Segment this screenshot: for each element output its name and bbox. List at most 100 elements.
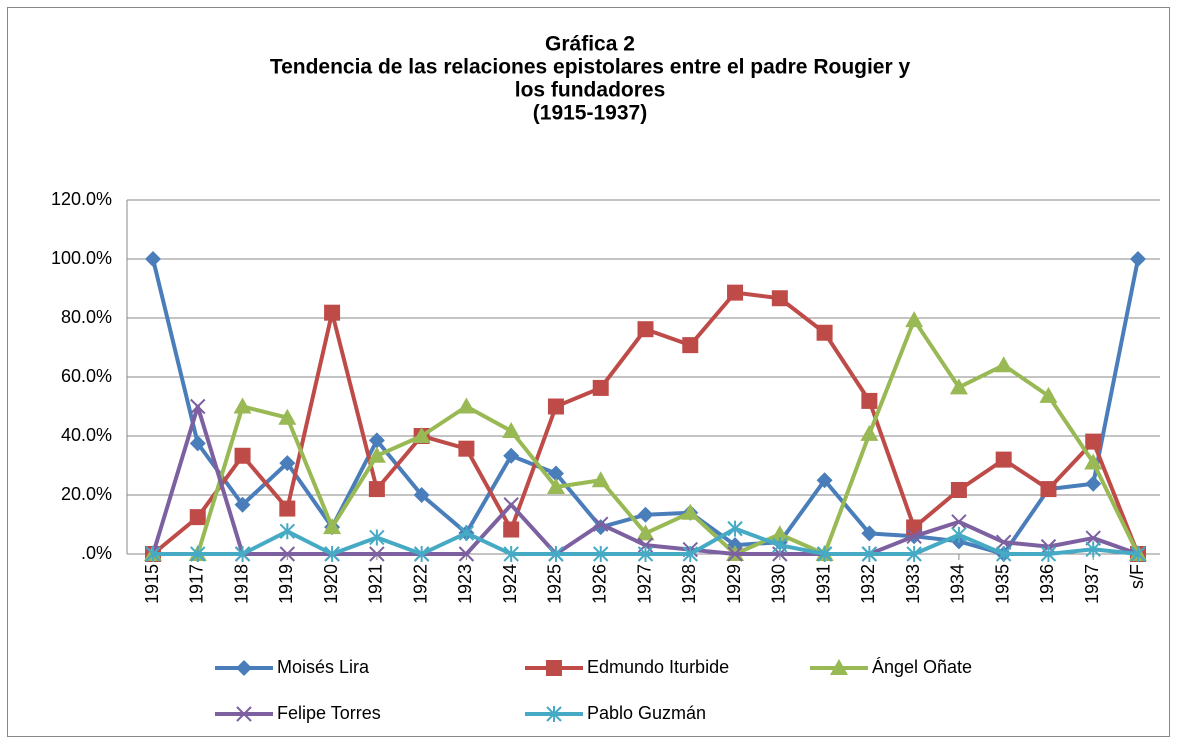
data-point xyxy=(234,546,251,562)
data-point xyxy=(1130,546,1146,562)
x-tick-label: 1937 xyxy=(1082,564,1102,604)
data-point xyxy=(234,447,251,464)
data-point xyxy=(369,529,385,546)
data-point xyxy=(905,311,924,328)
data-point xyxy=(995,534,1012,550)
data-point xyxy=(503,546,519,562)
data-point xyxy=(234,496,251,513)
x-tick-label: 1928 xyxy=(679,564,699,604)
legend-marker xyxy=(546,706,562,722)
data-point xyxy=(279,546,296,562)
data-point xyxy=(861,525,878,542)
data-point xyxy=(1040,546,1057,562)
data-point xyxy=(547,465,564,482)
x-tick-label: 1935 xyxy=(992,564,1012,604)
data-point xyxy=(949,378,968,395)
data-point xyxy=(682,546,698,562)
data-point xyxy=(503,521,520,538)
data-point xyxy=(637,321,654,338)
x-tick-label: 1922 xyxy=(410,564,430,604)
chart-title: Tendencia de las relaciones epistolares … xyxy=(270,56,911,79)
data-point xyxy=(233,397,252,414)
data-point xyxy=(591,471,610,488)
data-point xyxy=(368,481,385,498)
data-point xyxy=(323,518,342,535)
legend-label: Ángel Oñate xyxy=(872,657,972,677)
data-point xyxy=(457,397,476,414)
data-point xyxy=(906,546,922,562)
x-tick-label: s/F xyxy=(1127,564,1147,589)
data-point xyxy=(1085,475,1102,492)
y-tick-label: 60.0% xyxy=(61,366,112,386)
data-point xyxy=(458,546,475,562)
data-point xyxy=(816,472,833,489)
x-tick-label: 1920 xyxy=(321,564,341,604)
data-point xyxy=(324,546,340,562)
x-tick-label: 1925 xyxy=(545,564,565,604)
legend-label: Edmundo Iturbide xyxy=(587,657,729,677)
data-point xyxy=(369,546,385,562)
data-point xyxy=(413,487,430,503)
data-point xyxy=(1085,541,1101,558)
data-point xyxy=(995,546,1012,562)
data-point xyxy=(593,546,609,562)
data-point xyxy=(637,506,654,523)
data-point xyxy=(458,525,475,542)
chart-frame xyxy=(7,7,1170,737)
x-tick-label: 1919 xyxy=(276,564,296,604)
data-point xyxy=(906,528,922,545)
x-tick-label: 1926 xyxy=(589,564,609,604)
data-point xyxy=(1039,386,1058,403)
data-point xyxy=(861,546,878,562)
x-tick-label: 1917 xyxy=(187,564,207,604)
data-point xyxy=(324,304,341,321)
data-point xyxy=(772,537,788,554)
data-point xyxy=(593,516,609,532)
legend-marker xyxy=(236,660,252,676)
data-point xyxy=(503,447,520,464)
y-tick-label: 120.0% xyxy=(51,189,112,209)
data-point xyxy=(547,398,564,415)
x-tick-label: 1936 xyxy=(1037,564,1057,604)
y-tick-label: 20.0% xyxy=(61,484,112,504)
data-point xyxy=(279,500,296,517)
data-point xyxy=(770,525,789,542)
data-point xyxy=(189,435,206,452)
data-point xyxy=(771,290,788,307)
data-point xyxy=(548,546,564,562)
data-point xyxy=(145,546,161,562)
x-tick-label: 1923 xyxy=(455,564,475,604)
legend-marker xyxy=(830,659,848,675)
data-point xyxy=(367,446,386,463)
data-point xyxy=(637,546,654,562)
data-point xyxy=(279,523,296,540)
x-tick-label: 1927 xyxy=(634,564,654,604)
y-tick-label: 80.0% xyxy=(61,307,112,327)
data-point xyxy=(682,337,699,354)
data-point xyxy=(995,451,1012,468)
chart-title: (1915-1937) xyxy=(533,102,647,125)
data-point xyxy=(951,514,967,530)
data-point xyxy=(279,455,296,472)
x-tick-label: 1915 xyxy=(142,564,162,604)
data-point xyxy=(994,356,1013,373)
y-tick-label: 100.0% xyxy=(51,248,112,268)
y-tick-label: 40.0% xyxy=(61,425,112,445)
data-point xyxy=(458,440,475,457)
x-tick-label: 1924 xyxy=(500,564,520,604)
data-point xyxy=(727,546,743,562)
y-tick-label: .0% xyxy=(81,543,112,563)
chart-title: los fundadores xyxy=(515,79,666,102)
data-point xyxy=(592,519,609,536)
data-point xyxy=(816,324,833,341)
data-point xyxy=(190,546,206,562)
data-point xyxy=(546,478,565,495)
data-point xyxy=(636,524,655,541)
data-point xyxy=(368,432,385,449)
data-point xyxy=(1084,453,1103,470)
data-point xyxy=(278,408,297,425)
data-point xyxy=(1085,433,1102,450)
legend-label: Moisés Lira xyxy=(277,657,370,677)
